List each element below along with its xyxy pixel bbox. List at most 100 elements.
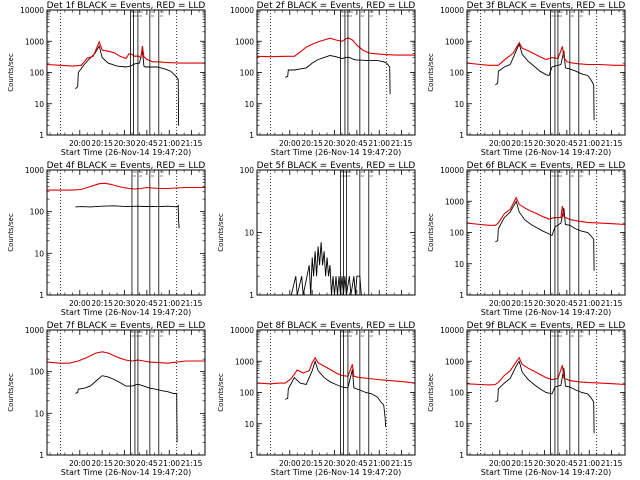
panel-title: Det 8f BLACK = Events, RED = LLD [257,321,416,331]
panel-4: 1 10 100 1000 20:00 20:15 20:30 20:45 21:00 21:15… [7,161,206,317]
x-axis-label: Start Time (26-Nov-14 19:47:20) [481,148,611,157]
y-tick-label: 10000 [440,6,464,15]
y-axis-label: Counts/sec [427,53,435,92]
y-tick-label: 1 [249,131,254,140]
y-tick-label: 100 [30,69,45,78]
marker-flag [138,331,143,337]
plot-frame [46,329,206,456]
y-axis-label: Counts/sec [217,213,225,252]
x-tick-label: 20:30 [324,139,346,148]
lld-series-line [257,356,415,385]
events-series-line [495,200,595,271]
x-tick-label: 20:00 [489,139,511,148]
x-axis-label: Start Time (26-Nov-14 19:47:20) [271,148,401,157]
marker-flag [150,331,155,337]
y-tick-label: 10000 [230,6,254,15]
x-tick-label: 20:15 [511,299,533,308]
y-tick-label: 10000 [20,6,44,15]
x-tick-label: 21:15 [181,299,203,308]
events-series-line [495,360,595,434]
panel-1: 1 10 100 1000 10000 20:00 20:15 20:30 20:45 21:00… [7,1,206,157]
y-tick-label: 10000 [440,166,464,175]
x-tick-label: 20:15 [511,459,533,468]
plot-frame [256,329,416,456]
panel-9: 1 10 100 1000 10000 20:00 20:15 20:30 20:45 21:00… [427,321,626,477]
y-tick-label: 1 [249,451,254,460]
marker-flag [579,331,584,337]
lld-series-line [467,356,625,386]
marker-flag [348,331,353,337]
y-tick-label: 10 [34,100,44,109]
x-tick-label: 21:00 [158,459,180,468]
marker-flag [558,11,563,17]
x-tick-label: 20:45 [556,139,578,148]
x-tick-label: 20:30 [534,139,556,148]
x-tick-label: 21:15 [601,139,623,148]
x-tick-label: 20:30 [534,459,556,468]
x-tick-label: 20:30 [324,459,346,468]
plot-frame [466,9,626,136]
x-axis-label: Start Time (26-Nov-14 19:47:20) [481,308,611,317]
x-tick-label: 20:00 [279,139,301,148]
x-tick-label: 20:45 [346,459,368,468]
x-tick-label: 20:00 [69,299,91,308]
x-tick-label: 20:45 [136,299,158,308]
x-tick-label: 20:30 [114,299,136,308]
y-tick-label: 1 [459,451,464,460]
x-tick-label: 20:00 [69,459,91,468]
y-tick-label: 10 [454,420,464,429]
panel-3: 1 10 100 1000 10000 20:00 20:15 20:30 20:45 21:00… [427,1,626,157]
x-tick-label: 21:15 [391,139,413,148]
x-tick-label: 20:30 [114,139,136,148]
panel-title: Det 5f BLACK = Events, RED = LLD [257,161,416,171]
marker-flag [138,171,143,177]
y-tick-label: 1 [459,291,464,300]
events-series-line [285,359,387,427]
lld-series-line [467,41,625,66]
x-tick-label: 20:00 [489,459,511,468]
marker-flag [347,171,352,177]
marker-flag [369,171,374,177]
lld-series-line [257,37,415,58]
events-series-line [75,204,180,229]
y-tick-label: 1000 [445,37,464,46]
plot-frame [46,169,206,296]
y-tick-label: 100 [450,389,465,398]
y-tick-label: 100 [240,389,255,398]
events-series-line [285,55,391,95]
lld-series-line [467,196,625,226]
x-tick-label: 21:00 [158,299,180,308]
y-tick-label: 1000 [25,37,44,46]
x-tick-label: 20:45 [556,299,578,308]
x-tick-label: 20:30 [534,299,556,308]
events-series-line [495,42,595,121]
panel-title: Det 3f BLACK = Events, RED = LLD [467,1,626,11]
x-tick-label: 21:00 [368,459,390,468]
y-axis-label: Counts/sec [7,53,15,92]
marker-flag [558,331,563,337]
y-axis-label: Counts/sec [7,213,15,252]
marker-flag [150,11,155,17]
panel-title: Det 2f BLACK = Events, RED = LLD [257,1,416,11]
y-tick-label: 100 [240,69,255,78]
marker-flag [570,171,575,177]
x-axis-label: Start Time (26-Nov-14 19:47:20) [61,148,191,157]
x-tick-label: 21:15 [391,459,413,468]
marker-flag [360,331,365,337]
panel-title: Det 4f BLACK = Events, RED = LLD [47,161,206,171]
y-tick-label: 100 [450,229,465,238]
y-tick-label: 1000 [25,326,44,335]
x-tick-label: 21:00 [578,299,600,308]
panel-title: Det 9f BLACK = Events, RED = LLD [467,321,626,331]
y-axis-label: Counts/sec [7,373,15,412]
marker-flag [570,331,575,337]
x-tick-label: 21:15 [181,459,203,468]
marker-flag [360,11,365,17]
y-tick-label: 1000 [445,357,464,366]
panel-title: Det 6f BLACK = Events, RED = LLD [467,161,626,171]
x-tick-label: 20:15 [301,459,323,468]
y-tick-label: 10 [244,420,254,429]
marker-flag [579,171,584,177]
panel-2: 1 10 100 1000 10000 20:00 20:15 20:30 20:45 21:00… [230,1,416,157]
